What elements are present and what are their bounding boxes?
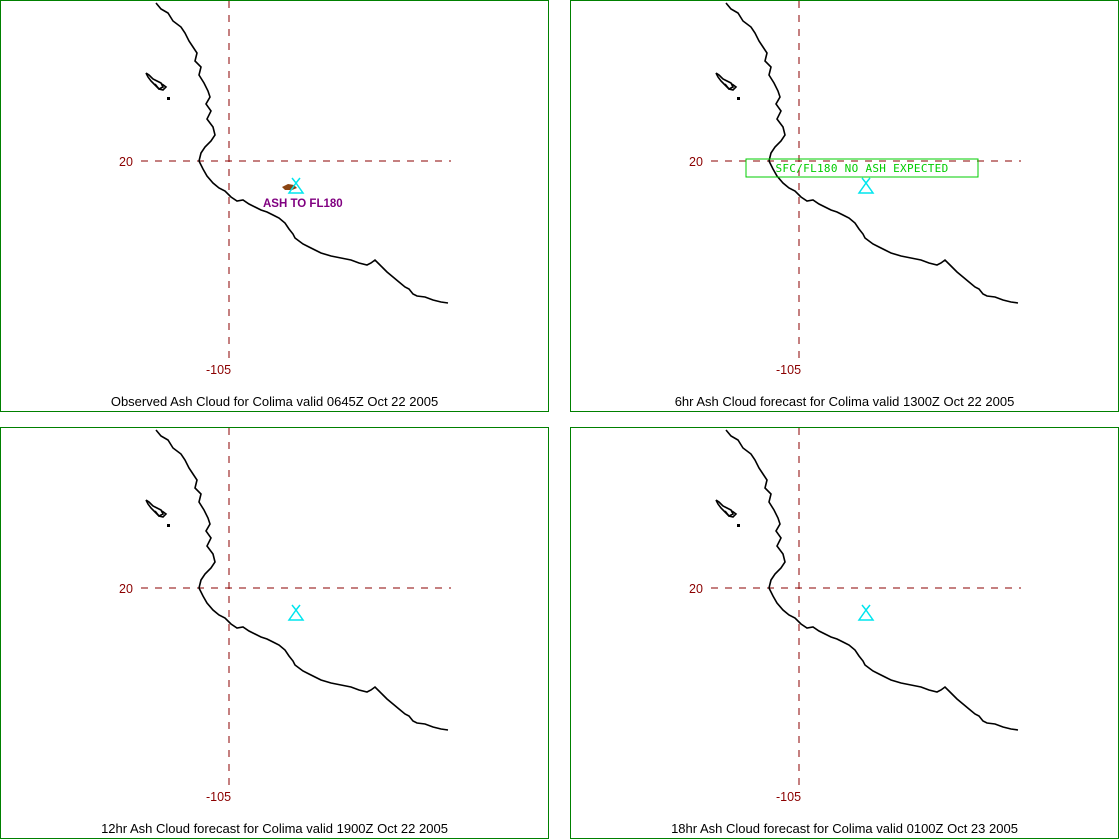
longitude-label: -105 [206,790,231,804]
islet [167,524,170,527]
islet [737,524,740,527]
map-canvas: 20 -105 ASH TO FL180 [119,1,451,377]
island-outline [145,499,165,517]
ash-height-label: ASH TO FL180 [263,198,343,210]
longitude-label: -105 [776,363,801,377]
latitude-label: 20 [689,582,703,596]
panel-caption: Observed Ash Cloud for Colima valid 0645… [110,394,439,409]
volcano-icon [857,604,875,621]
no-ash-label: SFC/FL180 NO ASH EXPECTED [775,162,948,175]
latitude-label: 20 [689,155,703,169]
island-outline [724,510,738,518]
longitude-label: -105 [206,363,231,377]
island-outline [145,72,165,90]
map-panel-12hr-forecast: 20 -105 12hr Ash Cloud forecast for Colima… [0,427,549,839]
panel-caption: 12hr Ash Cloud forecast for Colima valid… [101,821,448,836]
volcano-icon [287,604,305,621]
map-canvas: 20 -105 SFC/FL180 NO ASH EXPECTED [689,1,1021,377]
island-outline [154,83,168,91]
coastline [725,429,1019,731]
island-outline [715,72,735,90]
map-panel-6hr-forecast: 20 -105 SFC/FL180 NO ASH EXPECTED 6hr Ash C… [570,0,1119,412]
ash-cloud [282,184,297,190]
map-panel-observed: 20 -105 ASH TO FL180 Observed Ash Cloud for… [0,0,549,412]
island-outline [724,83,738,91]
island-outline [154,510,168,518]
panel-caption: 6hr Ash Cloud forecast for Colima valid … [674,394,1015,409]
no-ash-box [745,158,979,178]
coastline [725,2,1019,304]
latitude-label: 20 [119,582,133,596]
volcano-icon [857,177,875,194]
map-canvas: 20 -105 [119,428,451,804]
longitude-label: -105 [776,790,801,804]
map-panel-18hr-forecast: 20 -105 18hr Ash Cloud forecast for Colima… [570,427,1119,839]
volcano-icon [287,177,305,194]
islet [167,97,170,100]
coastline [155,429,449,731]
island-outline [715,499,735,517]
coastline [155,2,449,304]
islet [737,97,740,100]
latitude-label: 20 [119,155,133,169]
panel-caption: 18hr Ash Cloud forecast for Colima valid… [671,821,1018,836]
map-canvas: 20 -105 [689,428,1021,804]
